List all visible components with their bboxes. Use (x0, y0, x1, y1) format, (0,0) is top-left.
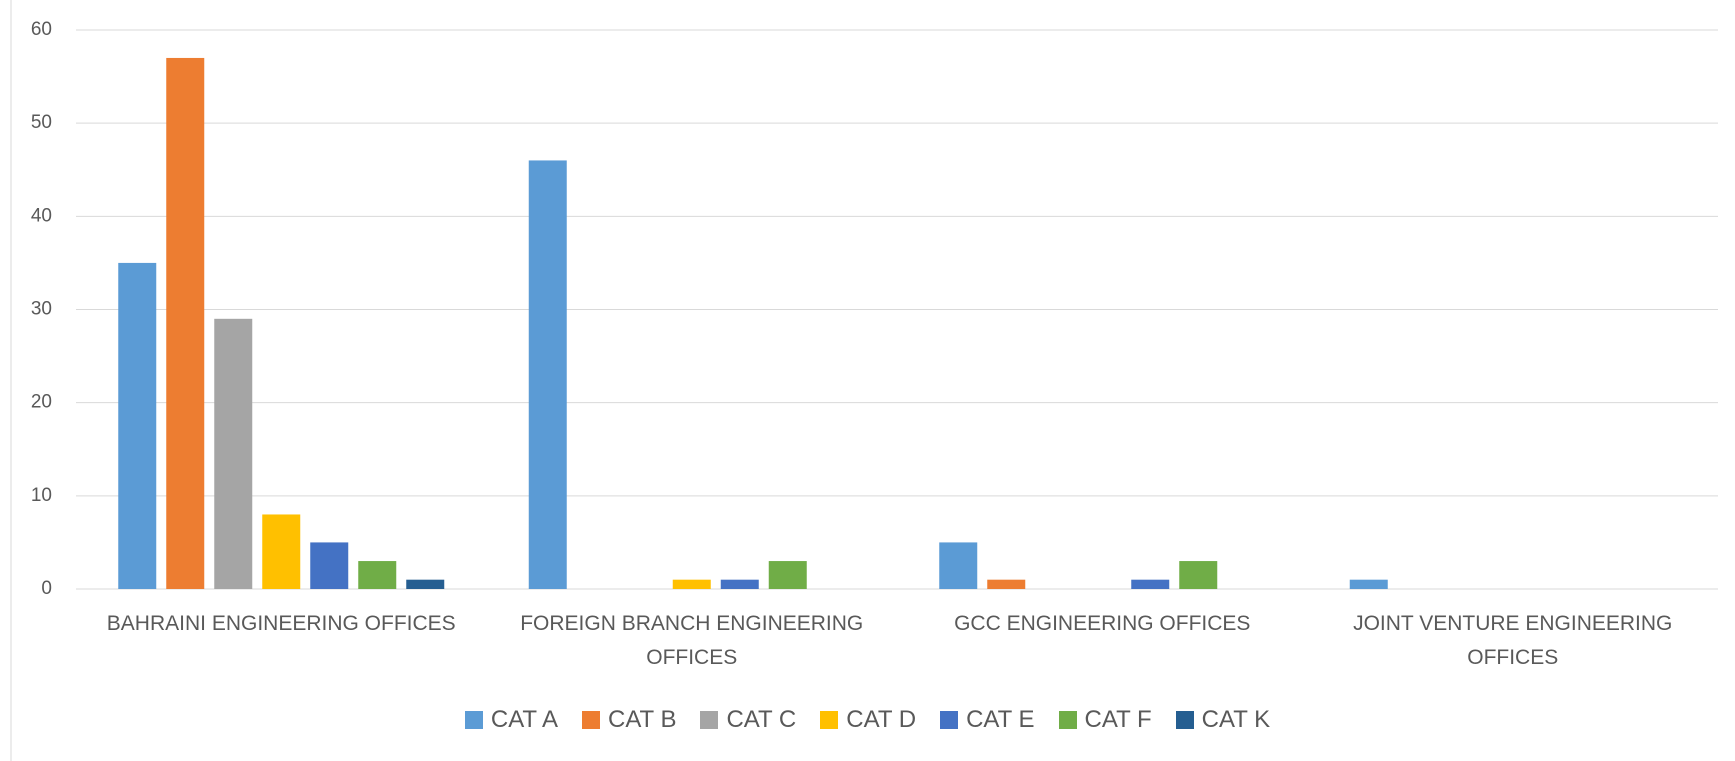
bar (406, 579, 445, 589)
x-tick-label: JOINT VENTURE ENGINEERING OFFICES (1353, 612, 1673, 669)
bar (672, 579, 711, 589)
y-tick-label: 40 (31, 205, 52, 226)
legend-swatch (1058, 711, 1077, 729)
bar (1131, 579, 1170, 589)
legend-label: CAT A (490, 706, 558, 733)
legend-item: CAT D (820, 706, 916, 734)
legend-label: CAT D (846, 706, 917, 733)
bar (1349, 579, 1388, 589)
bar (118, 262, 157, 589)
legend-label: CAT F (1084, 706, 1152, 733)
bar (1179, 561, 1218, 589)
bar (768, 561, 807, 589)
y-tick-label: 20 (31, 392, 52, 413)
legend-item: CAT C (700, 706, 796, 734)
y-tick-label: 0 (41, 578, 52, 599)
bar (262, 514, 301, 589)
legend-label: CAT C (726, 706, 797, 733)
legend-item: CAT F (1058, 706, 1152, 734)
bar (939, 542, 978, 589)
x-tick-label: BAHRAINI ENGINEERING OFFICES (106, 612, 456, 635)
y-tick-label: 30 (31, 299, 52, 320)
legend-item: CAT B (582, 706, 676, 734)
legend-swatch (582, 711, 600, 729)
bar (720, 579, 759, 589)
y-tick-label: 60 (31, 19, 52, 40)
bar (310, 542, 349, 589)
legend-swatch (940, 711, 959, 729)
x-tick-label: GCC ENGINEERING OFFICES (954, 612, 1251, 635)
legend-item: CAT A (464, 706, 558, 734)
x-tick-label: FOREIGN BRANCH ENGINEERING OFFICES (520, 612, 864, 669)
bar (987, 579, 1026, 589)
legend-swatch (700, 711, 719, 729)
y-tick-label: 50 (31, 112, 52, 133)
legend: CAT A CAT B CAT C CAT D CAT E CAT F CAT K (0, 706, 1735, 734)
bar (214, 318, 253, 589)
legend-swatch (464, 711, 483, 729)
legend-label: CAT K (1201, 706, 1271, 733)
bar (358, 561, 397, 589)
legend-item: CAT E (940, 706, 1035, 734)
legend-swatch (1175, 711, 1194, 729)
legend-label: CAT E (966, 706, 1035, 733)
legend-swatch (820, 711, 839, 729)
legend-item: CAT K (1175, 706, 1271, 734)
chart-border (10, 0, 12, 761)
y-tick-label: 10 (31, 485, 52, 506)
bar (166, 57, 205, 589)
bar (528, 160, 567, 589)
legend-label: CAT B (608, 706, 677, 733)
